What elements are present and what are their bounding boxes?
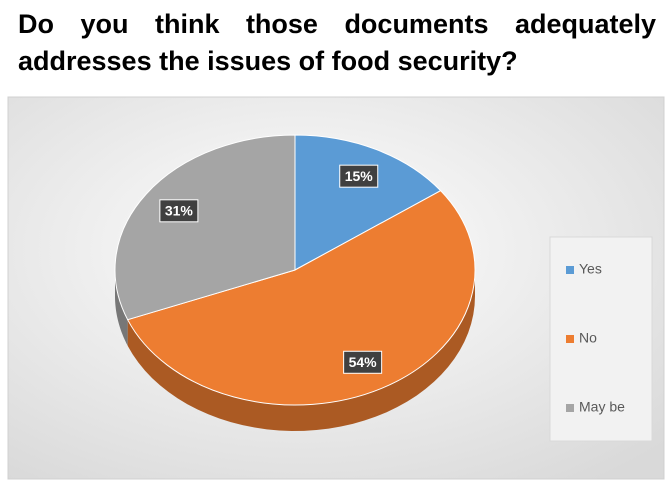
data-label-box (343, 350, 383, 374)
data-label: 15% (345, 168, 374, 184)
data-label-box (339, 164, 379, 188)
legend-label: May be (579, 399, 625, 415)
chart-title: Do you think those documents adequately … (18, 9, 656, 76)
legend-swatch (566, 335, 574, 343)
slice (114, 134, 296, 321)
data-label-box (159, 199, 199, 223)
legend-label: Yes (579, 261, 602, 277)
legend-swatch (566, 404, 574, 412)
data-label: 31% (165, 203, 194, 219)
legend-swatch (566, 266, 574, 274)
data-label: 54% (349, 354, 378, 370)
legend-label: No (579, 330, 597, 346)
slice (294, 134, 442, 271)
slice-side (115, 270, 128, 346)
slice (126, 190, 476, 406)
